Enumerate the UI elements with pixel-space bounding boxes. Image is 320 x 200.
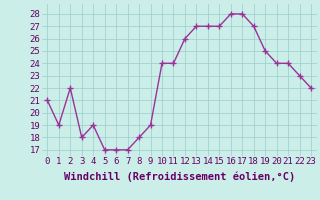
- X-axis label: Windchill (Refroidissement éolien,°C): Windchill (Refroidissement éolien,°C): [64, 172, 295, 182]
